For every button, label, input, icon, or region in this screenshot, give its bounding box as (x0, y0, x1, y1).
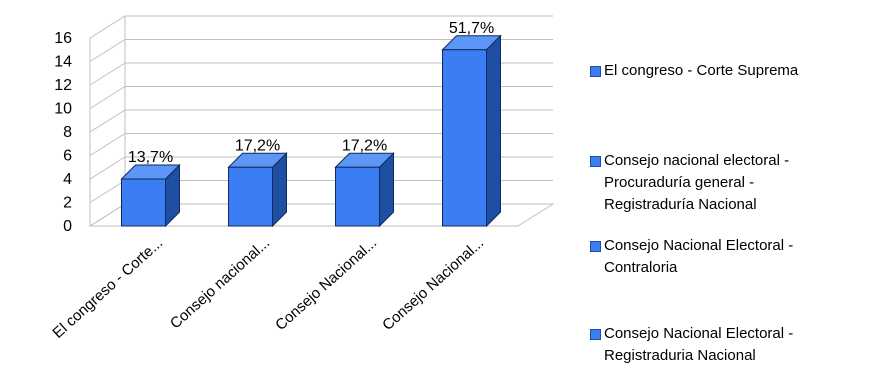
gridline-connector (89, 15, 126, 39)
x-tick-label: Consejo Nacional... (272, 234, 380, 334)
legend-swatch (590, 66, 601, 77)
x-tick-label: Consejo Nacional... (379, 234, 487, 334)
gridline-connector (89, 39, 126, 62)
bar-chart: 0 2 4 6 8 10 12 14 16 13,7% El congreso - Corte..… (49, 15, 555, 342)
y-tick-label: 4 (63, 171, 72, 188)
legend-item: El congreso - Corte Suprema (590, 60, 798, 82)
data-label: 17,2% (342, 137, 387, 154)
legend-label: El congreso - Corte Suprema (604, 62, 799, 79)
data-label: 13,7% (128, 149, 173, 166)
legend-swatch (590, 329, 601, 340)
bar-side (486, 34, 501, 228)
legend-item: Consejo nacional electoral - Procuradurí… (590, 150, 789, 216)
y-tick-label: 16 (54, 30, 72, 47)
bar (442, 49, 487, 227)
gridline-connector (89, 109, 126, 133)
gridline-connector (89, 62, 126, 86)
legend-label: Consejo nacional electoral - Procuradurí… (604, 152, 790, 213)
chart-bars (120, 34, 502, 228)
y-tick-label: 2 (63, 195, 72, 212)
data-label: 17,2% (235, 137, 280, 154)
y-tick-label: 10 (54, 101, 72, 118)
gridline-connector (89, 156, 126, 180)
y-tick-label: 6 (63, 148, 72, 165)
legend-label: Consejo Nacional Electoral - Registradur… (604, 325, 794, 364)
gridline-connector (89, 180, 126, 203)
gridline-connector (89, 133, 126, 156)
bar (121, 178, 166, 227)
data-label: 51,7% (449, 20, 494, 37)
bar (335, 166, 380, 227)
y-tick-label: 0 (63, 218, 72, 235)
y-tick-label: 12 (54, 77, 72, 94)
bar (228, 166, 273, 227)
y-tick-label: 14 (54, 54, 72, 71)
x-tick-label: Consejo nacional... (167, 234, 273, 332)
legend-swatch (590, 241, 601, 252)
legend-item: Consejo Nacional Electoral - Registradur… (590, 323, 793, 367)
legend-label: Consejo Nacional Electoral - Contraloria (604, 237, 794, 276)
y-tick-label: 8 (63, 124, 72, 141)
gridline-connector (89, 86, 126, 109)
legend-swatch (590, 156, 601, 167)
legend-item: Consejo Nacional Electoral - Contraloria (590, 235, 793, 279)
x-tick-label: El congreso - Corte... (49, 234, 166, 341)
